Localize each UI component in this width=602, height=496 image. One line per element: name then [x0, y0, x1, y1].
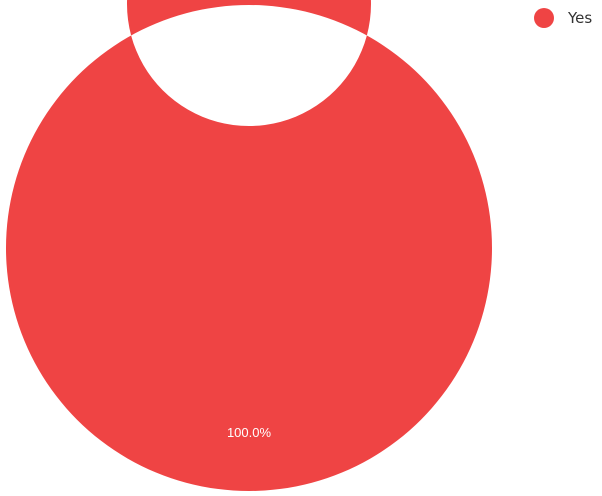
legend-label-yes: Yes [568, 9, 593, 27]
legend: Yes [534, 8, 592, 28]
slice-label-yes: 100.0% [227, 425, 272, 440]
donut-slice-yes[interactable] [6, 0, 492, 491]
legend-marker-yes[interactable] [534, 8, 554, 28]
